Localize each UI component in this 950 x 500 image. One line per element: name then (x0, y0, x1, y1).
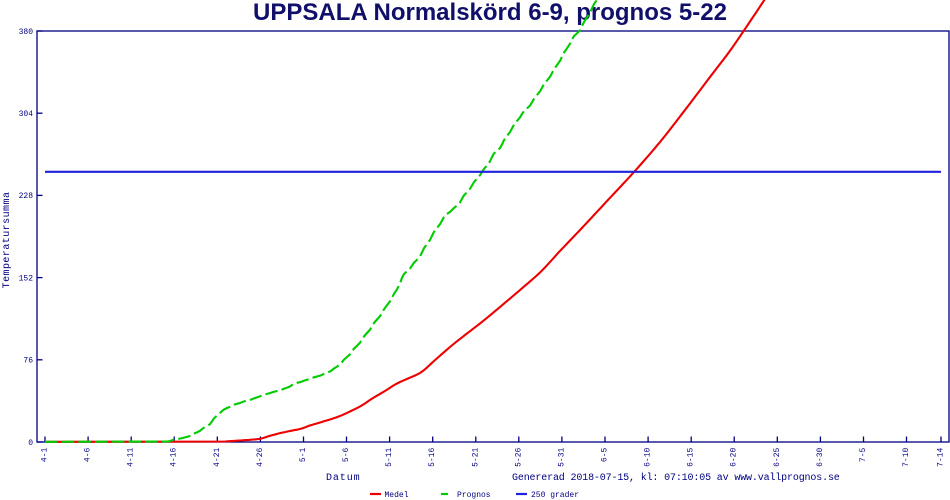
svg-text:0: 0 (28, 439, 33, 448)
svg-text:6-25: 6-25 (773, 448, 782, 467)
svg-text:4-21: 4-21 (213, 448, 222, 467)
svg-text:Genererad 2018-07-15, kl: 07:1: Genererad 2018-07-15, kl: 07:10:05 av ww… (512, 472, 840, 484)
svg-text:Medel: Medel (385, 491, 409, 500)
svg-text:7-5: 7-5 (859, 448, 868, 463)
svg-text:6-20: 6-20 (730, 448, 739, 467)
svg-text:380: 380 (19, 28, 34, 37)
svg-text:4-11: 4-11 (127, 448, 136, 467)
svg-text:Prognos: Prognos (457, 491, 491, 500)
svg-text:250 grader: 250 grader (531, 491, 579, 500)
svg-text:4-16: 4-16 (170, 448, 179, 467)
svg-text:5-11: 5-11 (385, 448, 394, 467)
svg-text:6-5: 6-5 (601, 448, 610, 463)
svg-text:7-10: 7-10 (902, 448, 911, 467)
svg-text:5-1: 5-1 (299, 448, 308, 463)
svg-text:5-16: 5-16 (428, 448, 437, 467)
svg-text:4-1: 4-1 (41, 448, 50, 463)
svg-text:UPPSALA Normalskörd 6-9, progn: UPPSALA Normalskörd 6-9, prognos 5-22 (253, 0, 727, 26)
svg-text:Temperatursumma: Temperatursumma (2, 192, 13, 289)
svg-text:4-6: 4-6 (84, 448, 93, 463)
svg-text:228: 228 (19, 192, 34, 201)
svg-text:5-6: 5-6 (342, 448, 351, 463)
svg-text:7-14: 7-14 (937, 448, 946, 467)
svg-text:6-15: 6-15 (687, 448, 696, 467)
svg-text:152: 152 (19, 274, 34, 283)
svg-text:5-26: 5-26 (514, 448, 523, 467)
svg-text:6-30: 6-30 (816, 448, 825, 467)
svg-text:76: 76 (23, 357, 33, 366)
svg-text:4-26: 4-26 (256, 448, 265, 467)
svg-text:Datum: Datum (326, 473, 361, 484)
svg-text:6-10: 6-10 (644, 448, 653, 467)
svg-text:5-31: 5-31 (557, 448, 566, 467)
svg-text:304: 304 (19, 110, 34, 119)
svg-text:5-21: 5-21 (471, 448, 480, 467)
